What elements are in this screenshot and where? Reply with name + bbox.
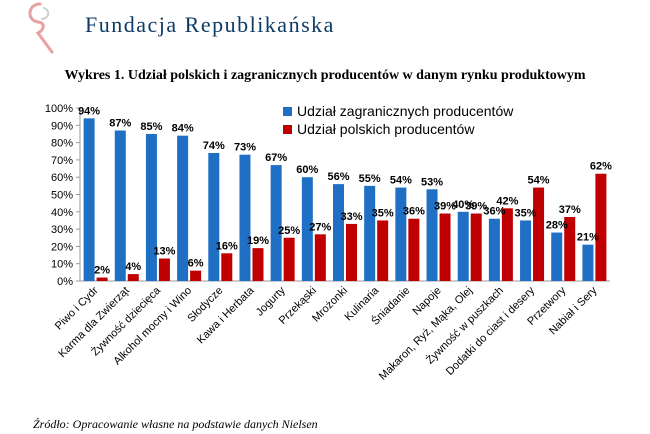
logo-mark-icon <box>28 2 54 54</box>
data-label-foreign: 21% <box>577 232 599 244</box>
bar-polish <box>346 223 357 281</box>
bar-foreign <box>239 154 251 281</box>
data-label-polish: 36% <box>403 206 425 218</box>
bar-polish <box>190 270 202 281</box>
data-label-foreign: 74% <box>203 140 225 152</box>
data-label-foreign: 87% <box>109 117 131 129</box>
chart-title: Wykres 1. Udział polskich i zagranicznyc… <box>64 68 586 83</box>
data-label-polish: 16% <box>216 240 238 252</box>
data-label-polish: 42% <box>496 195 518 207</box>
bar-polish <box>96 277 108 281</box>
data-label-foreign: 85% <box>140 121 162 133</box>
data-label-polish: 13% <box>153 246 175 258</box>
y-tick-label: 10% <box>51 259 73 271</box>
bar-foreign <box>426 189 438 281</box>
bar-foreign <box>145 133 157 281</box>
y-tick-label: 0% <box>57 276 73 288</box>
data-label-foreign: 84% <box>172 123 194 135</box>
data-label-foreign: 36% <box>483 206 505 218</box>
bar-foreign <box>333 184 344 281</box>
data-label-polish: 33% <box>340 211 362 223</box>
bar-foreign <box>520 220 532 281</box>
bar-polish <box>158 258 170 281</box>
bar-polish <box>470 213 482 281</box>
bar-polish <box>501 208 513 281</box>
y-tick-label: 80% <box>51 138 73 150</box>
data-label-polish: 4% <box>125 261 141 273</box>
data-label-foreign: 55% <box>359 173 381 185</box>
data-label-polish: 25% <box>278 225 300 237</box>
data-label-polish: 35% <box>372 207 394 219</box>
legend-swatch <box>283 107 292 116</box>
bar-foreign <box>114 130 126 281</box>
bar-foreign <box>582 244 594 281</box>
data-label-polish: 19% <box>247 235 269 247</box>
bar-foreign <box>364 185 376 281</box>
bar-foreign <box>208 152 220 281</box>
data-label-polish: 39% <box>434 201 456 213</box>
bar-polish <box>439 213 451 281</box>
y-tick-label: 90% <box>51 120 73 132</box>
bar-polish <box>408 218 420 281</box>
data-label-polish: 37% <box>559 204 581 216</box>
legend-label: Udział zagranicznych producentów <box>297 103 514 119</box>
data-label-polish: 54% <box>528 175 550 187</box>
data-label-foreign: 60% <box>296 164 318 176</box>
data-label-polish: 6% <box>188 258 204 270</box>
y-tick-label: 60% <box>51 172 73 184</box>
y-tick-label: 30% <box>51 224 73 236</box>
y-tick-label: 40% <box>51 207 73 219</box>
y-tick-label: 100% <box>45 103 73 115</box>
legend-label: Udział polskich producentów <box>297 121 475 137</box>
data-label-foreign: 54% <box>390 175 412 187</box>
bar-foreign <box>177 135 189 281</box>
bar-polish <box>252 248 264 281</box>
y-tick-label: 50% <box>51 190 73 202</box>
bar-foreign <box>457 211 469 281</box>
bar-foreign <box>551 232 563 281</box>
data-label-polish: 27% <box>309 221 331 233</box>
bar-polish <box>533 187 545 281</box>
bar-polish <box>221 253 233 281</box>
data-label-polish: 2% <box>94 265 110 277</box>
bar-polish <box>283 237 295 281</box>
bar-polish <box>377 220 389 281</box>
data-label-foreign: 56% <box>327 171 349 183</box>
data-label-foreign: 73% <box>234 142 256 154</box>
data-label-polish: 62% <box>590 161 612 173</box>
data-label-foreign: 94% <box>78 105 100 117</box>
brand-logo: Fundacja Republikańska <box>0 0 360 56</box>
bar-foreign <box>83 118 95 281</box>
bar-foreign <box>395 187 407 281</box>
bar-foreign <box>488 218 500 281</box>
data-label-foreign: 28% <box>546 220 568 232</box>
data-label-polish: 39% <box>465 201 487 213</box>
x-tick-label: Kawa i Herbata <box>195 284 257 346</box>
bar-polish <box>314 234 326 281</box>
data-label-foreign: 35% <box>515 207 537 219</box>
legend-swatch <box>283 125 292 134</box>
y-tick-label: 20% <box>51 241 73 253</box>
data-label-foreign: 53% <box>421 176 443 188</box>
data-label-foreign: 67% <box>265 152 287 164</box>
brand-name: Fundacja Republikańska <box>85 12 335 37</box>
bar-polish <box>595 173 607 281</box>
bar-foreign <box>301 177 313 281</box>
source-note: Źródło: Opracowanie własne na podstawie … <box>33 417 318 431</box>
bar-polish <box>564 216 576 281</box>
data-label-foreign: 40% <box>452 199 474 211</box>
y-tick-label: 70% <box>51 155 73 167</box>
bar-polish <box>127 274 139 281</box>
bar-foreign <box>270 165 282 281</box>
